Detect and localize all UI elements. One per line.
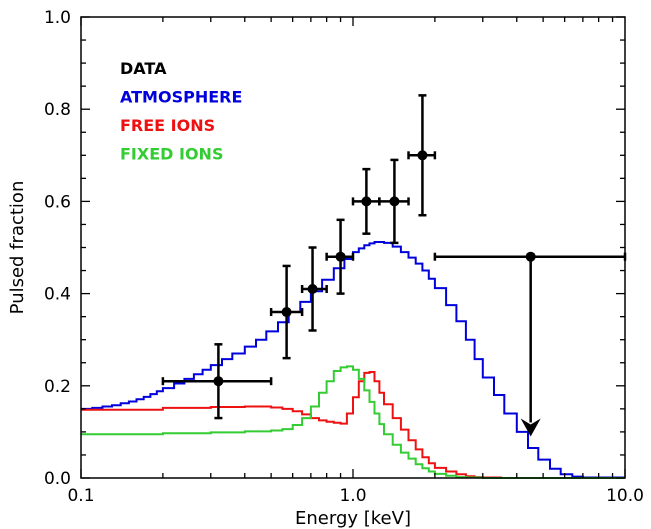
series-fixed-ions [81, 365, 625, 479]
data-marker [281, 307, 292, 318]
data-marker [307, 283, 318, 294]
data-point [269, 264, 304, 360]
y-tick-label: 0.0 [44, 469, 71, 489]
legend-entry: DATA [120, 59, 167, 78]
x-tick-label: 10.0 [606, 486, 644, 506]
data-point [407, 94, 437, 217]
upper-limit-arrow-icon [520, 418, 541, 437]
data-point [325, 218, 355, 295]
data-point [351, 167, 381, 235]
data-marker [389, 196, 400, 207]
data-marker [335, 251, 346, 262]
data-point [300, 246, 328, 332]
y-tick-label: 0.4 [44, 285, 71, 305]
data-marker [213, 376, 224, 387]
axis-ticks [80, 16, 626, 479]
data-point [378, 158, 410, 245]
tick-labels: 0.1 1.0 10.0 0.0 0.2 0.4 0.6 0.8 1.0 [44, 8, 644, 506]
y-tick-label: 1.0 [44, 8, 71, 28]
data-point [433, 251, 627, 437]
y-axis-label: Pulsed fraction [7, 181, 28, 315]
data-marker [525, 251, 536, 262]
data-marker [361, 196, 372, 207]
plot-frame [80, 16, 626, 479]
legend: DATA ATMOSPHERE FREE IONS FIXED IONS [120, 59, 242, 164]
data-point [161, 343, 273, 420]
x-tick-label: 0.1 [67, 486, 94, 506]
legend-entry: FREE IONS [120, 116, 215, 135]
data-marker [417, 150, 428, 161]
legend-entry: ATMOSPHERE [120, 88, 242, 107]
x-tick-label: 1.0 [339, 486, 366, 506]
data-points [161, 94, 627, 437]
series-free-ions [81, 371, 625, 479]
x-axis-label: Energy [keV] [295, 508, 411, 529]
legend-entry: FIXED IONS [120, 145, 223, 164]
y-tick-label: 0.6 [44, 192, 71, 212]
model-curves [81, 241, 625, 479]
y-tick-label: 0.2 [44, 377, 71, 397]
y-tick-label: 0.8 [44, 100, 71, 120]
series-atmosphere [81, 241, 625, 479]
